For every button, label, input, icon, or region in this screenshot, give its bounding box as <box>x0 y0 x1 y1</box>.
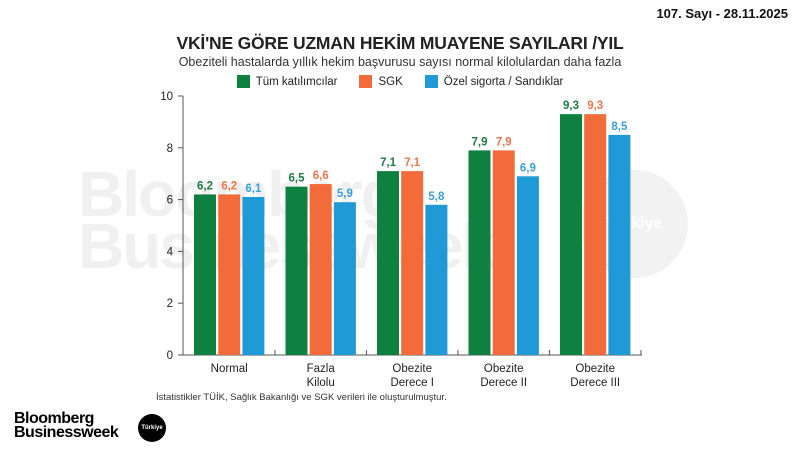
x-category-label: Obezite <box>575 363 615 375</box>
bar-value-label: 6,6 <box>313 170 329 182</box>
bar <box>242 197 265 355</box>
chart-legend: Tüm katılımcılar SGK Özel sigorta / Sand… <box>0 75 800 88</box>
bar-value-label: 8,5 <box>611 121 628 133</box>
bloomberg-businessweek-logo: Bloomberg Businessweek <box>14 410 119 441</box>
x-category-label: Derece I <box>390 377 433 389</box>
bar-value-label: 6,1 <box>245 183 262 195</box>
bar <box>584 114 607 355</box>
bar-value-label: 7,1 <box>404 157 421 169</box>
bar <box>401 171 424 355</box>
bar-value-label: 7,1 <box>380 157 397 169</box>
x-category-label: Derece II <box>480 377 527 389</box>
bar <box>560 114 582 355</box>
bar <box>516 176 539 355</box>
legend-item-private: Özel sigorta / Sandıklar <box>424 75 564 88</box>
issue-date: 107. Sayı - 28.11.2025 <box>656 6 788 21</box>
legend-label: Özel sigorta / Sandıklar <box>443 75 564 88</box>
logo-line-1: Bloomberg <box>14 410 94 427</box>
bar-value-label: 6,5 <box>289 173 306 185</box>
bar-value-label: 7,9 <box>496 136 512 148</box>
y-tick-label: 6 <box>167 195 173 207</box>
x-category-label: Normal <box>211 363 248 375</box>
legend-label: SGK <box>378 75 403 88</box>
bar <box>425 204 448 355</box>
bar-value-label: 5,8 <box>428 191 445 203</box>
x-category-label: Obezite <box>392 363 432 375</box>
legend-swatch-orange <box>359 75 373 88</box>
bar <box>194 194 216 355</box>
bar <box>333 202 356 355</box>
legend-item-all: Tüm katılımcılar <box>236 75 338 88</box>
chart-title: VKİ'NE GÖRE UZMAN HEKİM MUAYENE SAYILARI… <box>176 33 624 53</box>
bar <box>309 184 332 355</box>
y-tick-label: 8 <box>167 143 173 155</box>
bar-value-label: 6,9 <box>520 162 536 174</box>
turkiye-badge: Türkiye <box>138 414 166 442</box>
y-tick-label: 4 <box>167 246 174 258</box>
y-tick-label: 2 <box>167 298 173 310</box>
y-tick-label: 10 <box>160 91 173 103</box>
bar <box>285 186 308 355</box>
bar <box>608 134 631 355</box>
x-category-label: Obezite <box>484 363 524 375</box>
legend-item-sgk: SGK <box>359 75 403 88</box>
x-category-label: Derece III <box>570 377 620 389</box>
turkiye-badge-label: Türkiye <box>141 425 163 431</box>
logo-line-2: Businessweek <box>14 424 119 441</box>
bar-value-label: 7,9 <box>472 136 488 148</box>
bar-value-label: 6,2 <box>221 180 237 192</box>
bar <box>468 150 491 355</box>
bar-value-label: 5,9 <box>337 188 353 200</box>
legend-swatch-blue <box>424 75 438 88</box>
bar-value-label: 6,2 <box>197 180 213 192</box>
bar-value-label: 9,3 <box>587 100 603 112</box>
chart-subtitle: Obeziteli hastalarda yıllık hekim başvur… <box>178 55 622 69</box>
y-tick-label: 0 <box>167 350 173 362</box>
x-category-label: Fazla <box>307 363 336 375</box>
bar <box>492 150 515 355</box>
legend-swatch-green <box>236 75 250 88</box>
bar <box>218 194 241 355</box>
bar-value-label: 9,3 <box>563 100 579 112</box>
x-category-label: Kilolu <box>307 377 335 389</box>
chart-source: İstatistikler TÜİK, Sağlık Bakanlığı ve … <box>156 392 447 403</box>
legend-label: Tüm katılımcılar <box>255 75 338 88</box>
bar <box>377 171 399 355</box>
